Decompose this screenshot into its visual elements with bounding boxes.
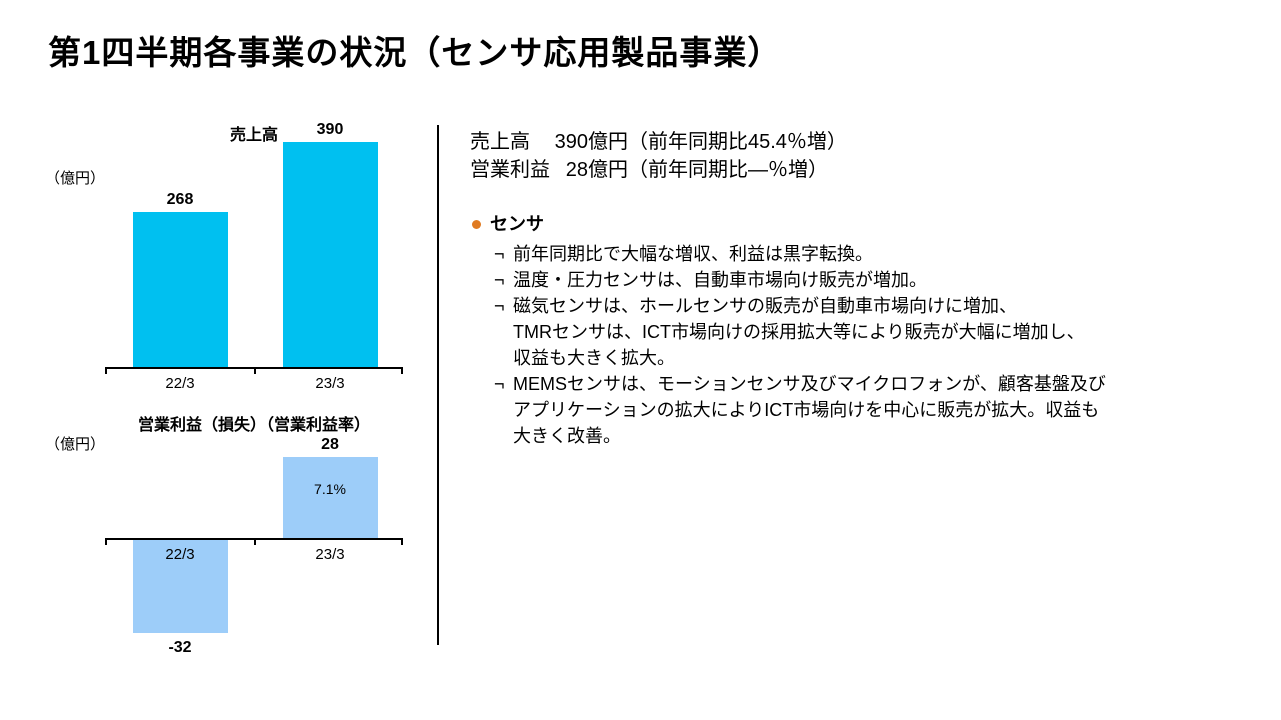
chart-title-operating-profit: 営業利益（損失）（営業利益率）	[137, 417, 370, 434]
x-tick-label: 23/3	[315, 546, 345, 563]
page-title: 第1四半期各事業の状況（センサ応用製品事業）	[48, 34, 782, 71]
x-axis-tick	[254, 538, 256, 545]
bar	[132, 540, 228, 633]
kpi-value: 28	[565, 159, 588, 181]
bar	[282, 456, 378, 538]
chart-title-sales: 売上高	[229, 127, 278, 144]
x-tick-label: 22/3	[165, 375, 195, 392]
x-axis-tick	[254, 367, 256, 374]
bar	[132, 212, 228, 367]
sub-bullet-marker: ¬	[494, 270, 505, 290]
bullet-item-list: ¬ 前年同期比で大幅な増収、利益は黒字転換。 ¬ 温度・圧力センサは、自動車市場向け販…	[470, 241, 1270, 449]
axis-unit-label: （億円）	[45, 436, 106, 453]
bullet-heading: センサ	[490, 214, 544, 234]
bullet-item: ¬ 前年同期比で大幅な増収、利益は黒字転換。	[470, 241, 1270, 267]
bullet-item: ¬ 温度・圧力センサは、自動車市場向け販売が増加。	[470, 267, 1270, 293]
bar-value-label: 28	[321, 435, 339, 453]
kpi-row-operating-profit: 営業利益 28億円（前年同期比―％増）	[470, 156, 1270, 184]
kpi-unit: 億円	[588, 131, 628, 153]
axis-unit-label: （億円）	[45, 170, 106, 187]
kpi-unit: 億円	[588, 159, 628, 181]
vertical-divider	[437, 125, 439, 645]
kpi-note: （前年同期比―％増）	[628, 159, 828, 181]
bar-value-label: -32	[168, 638, 192, 656]
bullet-item-text: MEMSセンサは、モーションセンサ及びマイクロフォンが、顧客基盤及び アプリケー…	[513, 374, 1106, 446]
x-tick-label: 23/3	[315, 375, 345, 392]
sub-bullet-marker: ¬	[494, 244, 505, 264]
x-tick-label: 22/3	[165, 546, 195, 563]
sub-bullet-marker: ¬	[494, 296, 505, 316]
kpi-value: 390	[554, 131, 588, 153]
x-axis-tick	[105, 538, 107, 545]
kpi-row-sales: 売上高 390億円（前年同期比45.4％増）	[470, 128, 1270, 156]
business-summary-panel: 売上高 390億円（前年同期比45.4％増） 営業利益 28億円（前年同期比―％増）…	[470, 128, 1270, 449]
bar-value-label: 268	[166, 191, 194, 209]
kpi-label: 売上高	[470, 131, 530, 153]
x-axis-tick	[105, 367, 107, 374]
bullet-item-text: 温度・圧力センサは、自動車市場向け販売が増加。	[513, 270, 927, 290]
kpi-note: （前年同期比45.4％増）	[628, 131, 847, 153]
bullet-item: ¬ 磁気センサは、ホールセンサの販売が自動車市場向けに増加、 TMRセンサは、IC…	[470, 293, 1270, 371]
bullet-item: ¬ MEMSセンサは、モーションセンサ及びマイクロフォンが、顧客基盤及び アプリケ…	[470, 371, 1270, 449]
bullet-item-text: 磁気センサは、ホールセンサの販売が自動車市場向けに増加、 TMRセンサは、ICT…	[513, 296, 1085, 368]
sub-bullet-marker: ¬	[494, 374, 505, 394]
x-axis-tick	[401, 538, 403, 545]
bullet-heading-row: センサ	[470, 210, 1270, 236]
bar	[282, 141, 378, 367]
bullet-dot-icon	[472, 219, 481, 229]
bullet-section: センサ ¬ 前年同期比で大幅な増収、利益は黒字転換。 ¬ 温度・圧力センサは、自動車市…	[470, 210, 1270, 449]
bullet-item-text: 前年同期比で大幅な増収、利益は黒字転換。	[513, 244, 873, 264]
x-axis-tick	[401, 367, 403, 374]
bar-inner-label: 7.1%	[314, 481, 346, 498]
kpi-label: 営業利益	[470, 159, 550, 181]
bar-value-label: 390	[316, 120, 344, 138]
kpi-summary: 売上高 390億円（前年同期比45.4％増） 営業利益 28億円（前年同期比―％増）	[470, 128, 1270, 184]
